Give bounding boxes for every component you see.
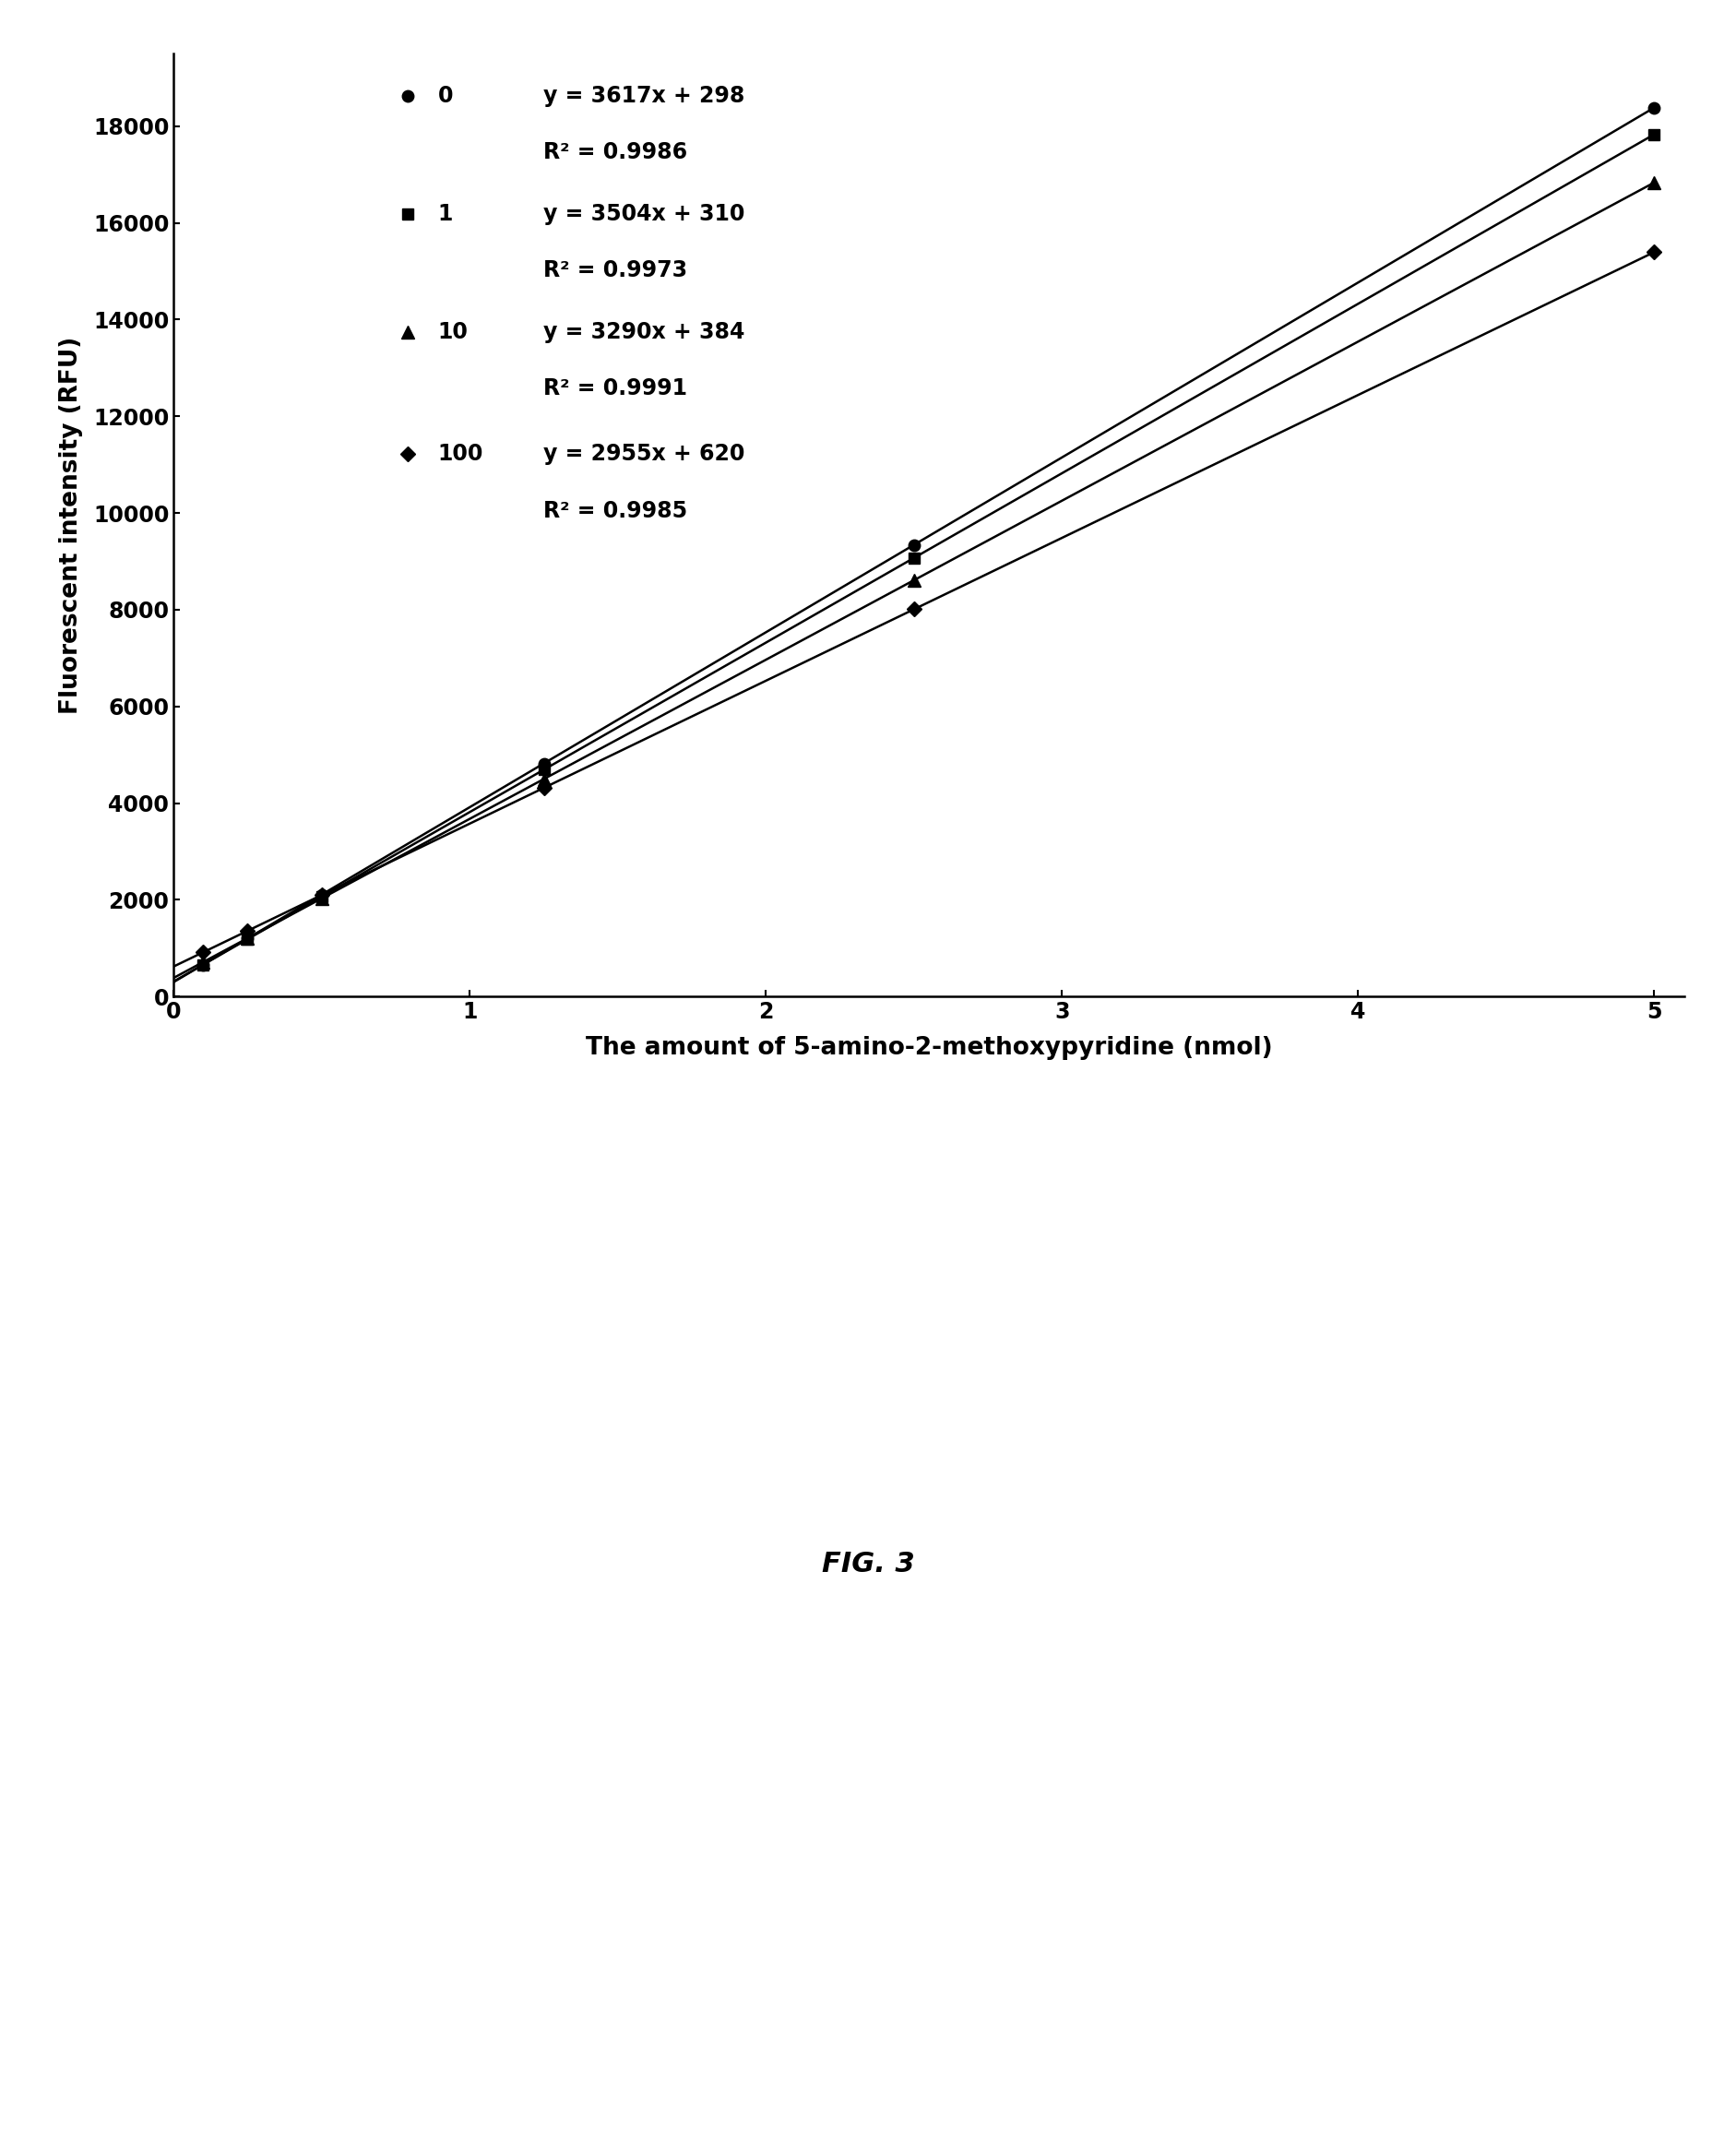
Text: 10: 10 — [437, 321, 469, 343]
Text: R² = 0.9986: R² = 0.9986 — [543, 141, 687, 163]
Text: R² = 0.9991: R² = 0.9991 — [543, 377, 687, 399]
Text: 100: 100 — [437, 444, 483, 465]
Text: y = 2955x + 620: y = 2955x + 620 — [543, 444, 745, 465]
Text: y = 3617x + 298: y = 3617x + 298 — [543, 86, 745, 107]
Y-axis label: Fluorescent intensity (RFU): Fluorescent intensity (RFU) — [59, 336, 83, 714]
Text: y = 3290x + 384: y = 3290x + 384 — [543, 321, 745, 343]
Text: 1: 1 — [437, 204, 453, 225]
X-axis label: The amount of 5-amino-2-methoxypyridine (nmol): The amount of 5-amino-2-methoxypyridine … — [585, 1035, 1272, 1061]
Text: 0: 0 — [437, 86, 453, 107]
Text: FIG. 3: FIG. 3 — [821, 1552, 915, 1577]
Text: y = 3504x + 310: y = 3504x + 310 — [543, 204, 745, 225]
Text: R² = 0.9985: R² = 0.9985 — [543, 499, 687, 523]
Text: R² = 0.9973: R² = 0.9973 — [543, 259, 687, 281]
